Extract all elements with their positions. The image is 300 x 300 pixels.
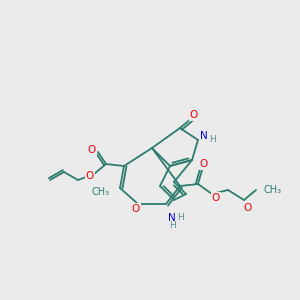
Text: O: O	[86, 171, 94, 181]
Text: H: H	[177, 214, 183, 223]
Text: O: O	[212, 193, 220, 203]
Text: H: H	[169, 221, 176, 230]
Text: CH₃: CH₃	[264, 185, 282, 195]
Text: H: H	[208, 134, 215, 143]
Text: N: N	[200, 131, 208, 141]
Text: O: O	[200, 159, 208, 169]
Text: N: N	[168, 213, 176, 223]
Text: O: O	[190, 110, 198, 120]
Text: CH₃: CH₃	[92, 187, 110, 197]
Text: O: O	[132, 204, 140, 214]
Text: O: O	[244, 203, 252, 213]
Text: O: O	[88, 145, 96, 155]
